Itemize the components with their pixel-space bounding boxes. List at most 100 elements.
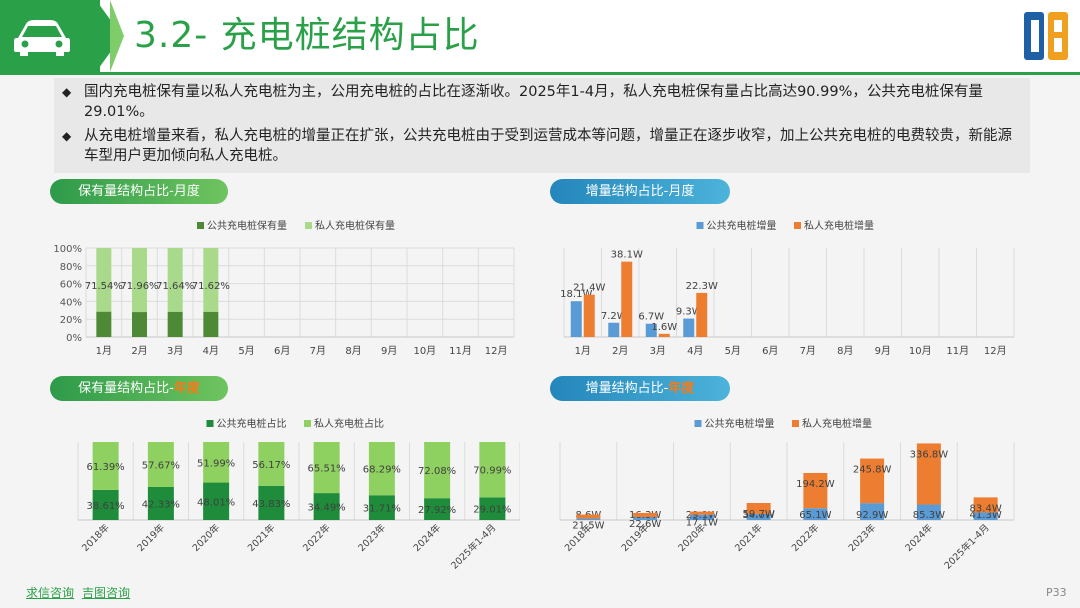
y-tick-label: 60%: [60, 280, 82, 291]
data-label: 18.1W: [560, 289, 592, 300]
bar-segment: [132, 312, 147, 337]
panel-label-annual-increment: 增量结构占比-年度: [550, 376, 730, 401]
data-label: 43.83%: [252, 499, 290, 510]
data-label: 6.7W: [638, 312, 664, 323]
bar: [570, 301, 582, 337]
x-tick-label: 2021年: [732, 521, 765, 554]
bar: [645, 323, 657, 337]
x-tick-label: 5月: [725, 345, 741, 357]
x-tick-label: 7月: [310, 345, 326, 357]
x-tick-label: 2021年: [245, 521, 278, 554]
y-tick-label: 100%: [53, 244, 82, 255]
data-label: 1.6W: [651, 322, 677, 333]
bar-segment: [147, 442, 174, 487]
bar-segment: [313, 493, 340, 520]
bar-segment: [479, 497, 506, 520]
bar-segment: [576, 518, 601, 520]
legend-swatch: [794, 222, 801, 229]
x-tick-label: 2024年: [903, 521, 936, 554]
bar-segment: [633, 517, 658, 520]
panel-label-emphasis: 年度: [668, 381, 695, 396]
bar-segment: [368, 442, 395, 496]
x-tick-label: 4月: [203, 345, 219, 357]
data-label: 9.3W: [676, 307, 702, 318]
x-tick-label: 10月: [413, 345, 436, 357]
x-tick-label: 9月: [875, 345, 891, 357]
bar-segment: [96, 248, 112, 312]
footer-link[interactable]: 求信咨询: [26, 586, 75, 600]
data-label: 71.54%: [85, 281, 123, 292]
bar-segment: [424, 442, 451, 499]
data-label: 41.3W: [970, 510, 1002, 521]
data-label: 34.49%: [308, 503, 346, 514]
legend-label: 私人充电桩占比: [314, 417, 384, 430]
bar-segment: [746, 503, 771, 514]
x-tick-label: 2024年: [411, 521, 444, 554]
x-tick-label: 1月: [575, 345, 591, 357]
bar: [658, 333, 670, 337]
bar-segment: [973, 512, 998, 520]
data-label: 38.61%: [87, 501, 125, 512]
y-tick-label: 20%: [60, 315, 82, 326]
x-tick-label: 2022年: [789, 521, 822, 554]
data-label: 336.8W: [910, 449, 949, 460]
data-label: 22.6W: [629, 519, 661, 530]
bar-segment: [167, 248, 183, 312]
bar-segment: [803, 508, 828, 520]
bar-segment: [203, 311, 219, 337]
bar-segment: [479, 442, 506, 498]
bar-segment: [167, 311, 183, 337]
x-tick-label: 2019年: [135, 521, 168, 554]
x-tick-label: 2020年: [190, 521, 223, 554]
bar-segment: [92, 489, 119, 520]
y-tick-label: 40%: [60, 297, 82, 308]
x-tick-label: 4月: [687, 345, 703, 357]
x-tick-label: 8月: [837, 345, 853, 357]
y-tick-label: 80%: [60, 262, 82, 273]
x-tick-label: 11月: [449, 345, 472, 357]
x-tick-label: 3月: [650, 345, 666, 357]
legend-swatch: [304, 420, 311, 427]
chart-annual-stock: 公共充电桩占比 私人充电桩占比 2018年 2019年 2020年 2021年 2022年 2…: [77, 417, 520, 572]
chart-monthly-increment: 公共充电桩增量 私人充电桩增量 1月 2月 3月 4月 5月 6月 7月 8月 9月 10月 11月 12…: [560, 219, 1015, 357]
bar-segment: [973, 497, 998, 513]
legend-swatch: [206, 420, 214, 427]
bar-segment: [576, 514, 601, 519]
data-label: 65.1W: [799, 510, 831, 521]
data-label: 92.9W: [856, 510, 888, 521]
legend-label: 公共充电桩增量: [705, 417, 775, 430]
panel-label-text: 保有量结构占比-月度: [78, 184, 200, 199]
panel-label-monthly-stock: 保有量结构占比-月度: [50, 179, 228, 204]
legend-swatch: [696, 222, 704, 229]
diamond-bullet-icon: ◆: [62, 129, 72, 143]
data-label: 42.33%: [142, 499, 180, 510]
legend-swatch: [305, 222, 312, 229]
summary-bullet: ◆ 国内充电桩保有量以私人充电桩为主，公用充电桩的占比在逐渐收。2025年1-4…: [62, 82, 1022, 122]
bar-segment: [424, 498, 451, 520]
bar: [683, 318, 695, 337]
page-title: 3.2- 充电桩结构占比: [134, 15, 480, 56]
bar-segment: [860, 503, 885, 520]
diamond-bullet-icon: ◆: [62, 85, 72, 99]
car-icon: [14, 20, 70, 56]
panel-label-annual-stock: 保有量结构占比-年度: [50, 376, 228, 401]
x-tick-label: 11月: [946, 345, 969, 357]
legend-swatch: [197, 222, 204, 229]
header-bar: 3.2- 充电桩结构占比: [0, 0, 1080, 72]
legend-label: 私人充电桩保有量: [315, 219, 395, 232]
summary-text: 从充电桩增量来看，私人充电桩的增量正在扩张，公共充电桩由于受到运营成本等问题，增…: [84, 128, 1012, 164]
bar-segment: [92, 442, 119, 490]
bar-segment: [203, 248, 219, 312]
x-tick-label: 2018年: [79, 521, 112, 554]
data-label: 57.67%: [142, 460, 180, 471]
bar-segment: [258, 442, 285, 486]
panel-label-text: 保有量结构占比-: [78, 381, 174, 396]
bar-segment: [258, 485, 285, 520]
footer-link[interactable]: 吉图咨询: [82, 586, 131, 600]
bar-segment: [803, 472, 828, 509]
data-label: 85.3W: [913, 510, 945, 521]
legend-label: 公共充电桩增量: [707, 219, 777, 232]
bar-segment: [633, 512, 658, 518]
data-label: 65.51%: [308, 464, 346, 475]
y-tick-label: 0%: [66, 333, 82, 344]
